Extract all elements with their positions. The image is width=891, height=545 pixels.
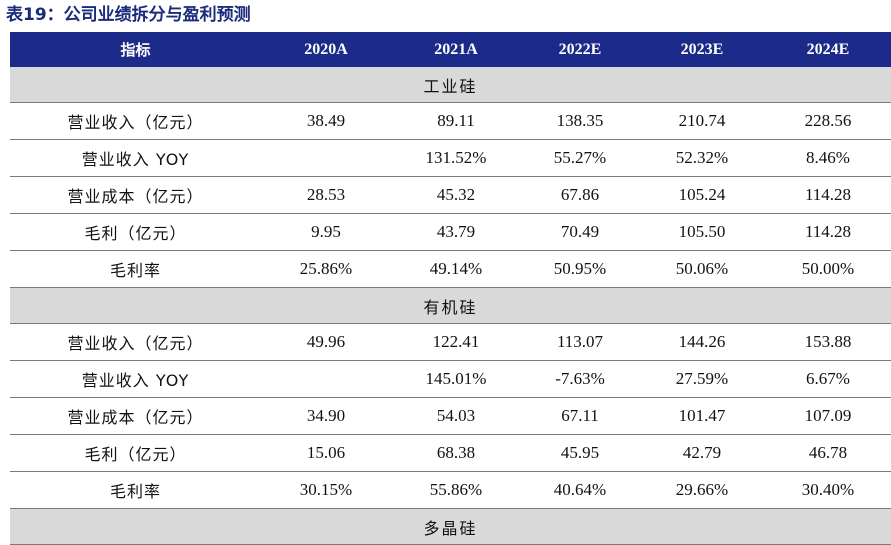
cell: 30.15% (261, 471, 391, 509)
row-label: 毛利（亿元） (10, 213, 261, 251)
table-row: 毛利率 25.86% 49.14% 50.95% 50.06% 50.00% (10, 250, 891, 288)
cell: 30.40% (765, 471, 891, 509)
table-row: 营业收入（亿元） 38.49 89.11 138.35 210.74 228.5… (10, 102, 891, 140)
table-row: 营业收入（亿元） 49.96 122.41 113.07 144.26 153.… (10, 323, 891, 361)
cell: 101.47 (639, 397, 765, 435)
cell: 6.67% (765, 360, 891, 398)
cell: 9.95 (261, 213, 391, 251)
cell: 29.66% (639, 471, 765, 509)
cell: 52.32% (639, 139, 765, 177)
section-industrial-silicon: 工业硅 (10, 67, 891, 103)
table-row: 营业成本（亿元） 34.90 54.03 67.11 101.47 107.09 (10, 397, 891, 435)
row-label: 营业收入（亿元） (10, 323, 261, 361)
table-row: 毛利（亿元） 9.95 43.79 70.49 105.50 114.28 (10, 213, 891, 251)
cell: 55.86% (391, 471, 521, 509)
header-2022e: 2022E (521, 32, 639, 67)
cell (261, 360, 391, 398)
cell: 107.09 (765, 397, 891, 435)
row-label: 营业收入（亿元） (10, 102, 261, 140)
row-label: 营业成本（亿元） (10, 397, 261, 435)
table-row: 营业收入 YOY 131.52% 55.27% 52.32% 8.46% (10, 139, 891, 177)
header-row: 指标 2020A 2021A 2022E 2023E 2024E (10, 32, 891, 67)
section-row: 工业硅 (10, 67, 891, 103)
cell: 49.14% (391, 250, 521, 288)
cell: 38.49 (261, 102, 391, 140)
cell: 49.96 (261, 323, 391, 361)
cell: 89.11 (391, 102, 521, 140)
cell: 114.28 (765, 213, 891, 251)
header-2020a: 2020A (261, 32, 391, 67)
cell (261, 139, 391, 177)
cell: 27.59% (639, 360, 765, 398)
cell: 105.50 (639, 213, 765, 251)
cell: 46.78 (765, 434, 891, 472)
table-row: 毛利率 30.15% 55.86% 40.64% 29.66% 30.40% (10, 471, 891, 509)
header-2024e: 2024E (765, 32, 891, 67)
forecast-table: 指标 2020A 2021A 2022E 2023E 2024E 工业硅 营业收… (10, 32, 891, 545)
header-2023e: 2023E (639, 32, 765, 67)
cell: 131.52% (391, 139, 521, 177)
cell: 34.90 (261, 397, 391, 435)
cell: 40.64% (521, 471, 639, 509)
row-label: 营业成本（亿元） (10, 176, 261, 214)
section-organic-silicon: 有机硅 (10, 287, 891, 324)
row-label: 营业收入 YOY (10, 139, 261, 177)
cell: 210.74 (639, 102, 765, 140)
row-label: 毛利率 (10, 471, 261, 509)
table-row: 营业成本（亿元） 28.53 45.32 67.86 105.24 114.28 (10, 176, 891, 214)
table-row: 营业收入 YOY 145.01% -7.63% 27.59% 6.67% (10, 360, 891, 398)
row-label: 毛利率 (10, 250, 261, 288)
cell: 145.01% (391, 360, 521, 398)
cell: 55.27% (521, 139, 639, 177)
cell: 42.79 (639, 434, 765, 472)
cell: 138.35 (521, 102, 639, 140)
cell: 54.03 (391, 397, 521, 435)
cell: 67.11 (521, 397, 639, 435)
cell: 68.38 (391, 434, 521, 472)
cell: 50.00% (765, 250, 891, 288)
row-label: 营业收入 YOY (10, 360, 261, 398)
cell: -7.63% (521, 360, 639, 398)
section-polysilicon: 多晶硅 (10, 508, 891, 545)
section-row: 多晶硅 (10, 508, 891, 545)
table-title: 表19：公司业绩拆分与盈利预测 (6, 5, 251, 25)
cell: 122.41 (391, 323, 521, 361)
cell: 50.95% (521, 250, 639, 288)
cell: 153.88 (765, 323, 891, 361)
cell: 113.07 (521, 323, 639, 361)
cell: 28.53 (261, 176, 391, 214)
cell: 144.26 (639, 323, 765, 361)
cell: 15.06 (261, 434, 391, 472)
cell: 50.06% (639, 250, 765, 288)
cell: 43.79 (391, 213, 521, 251)
row-label: 毛利（亿元） (10, 434, 261, 472)
cell: 45.32 (391, 176, 521, 214)
cell: 228.56 (765, 102, 891, 140)
section-row: 有机硅 (10, 287, 891, 324)
cell: 25.86% (261, 250, 391, 288)
cell: 8.46% (765, 139, 891, 177)
cell: 105.24 (639, 176, 765, 214)
cell: 45.95 (521, 434, 639, 472)
cell: 70.49 (521, 213, 639, 251)
header-indicator: 指标 (10, 32, 261, 67)
cell: 114.28 (765, 176, 891, 214)
table-row: 毛利（亿元） 15.06 68.38 45.95 42.79 46.78 (10, 434, 891, 472)
header-2021a: 2021A (391, 32, 521, 67)
cell: 67.86 (521, 176, 639, 214)
